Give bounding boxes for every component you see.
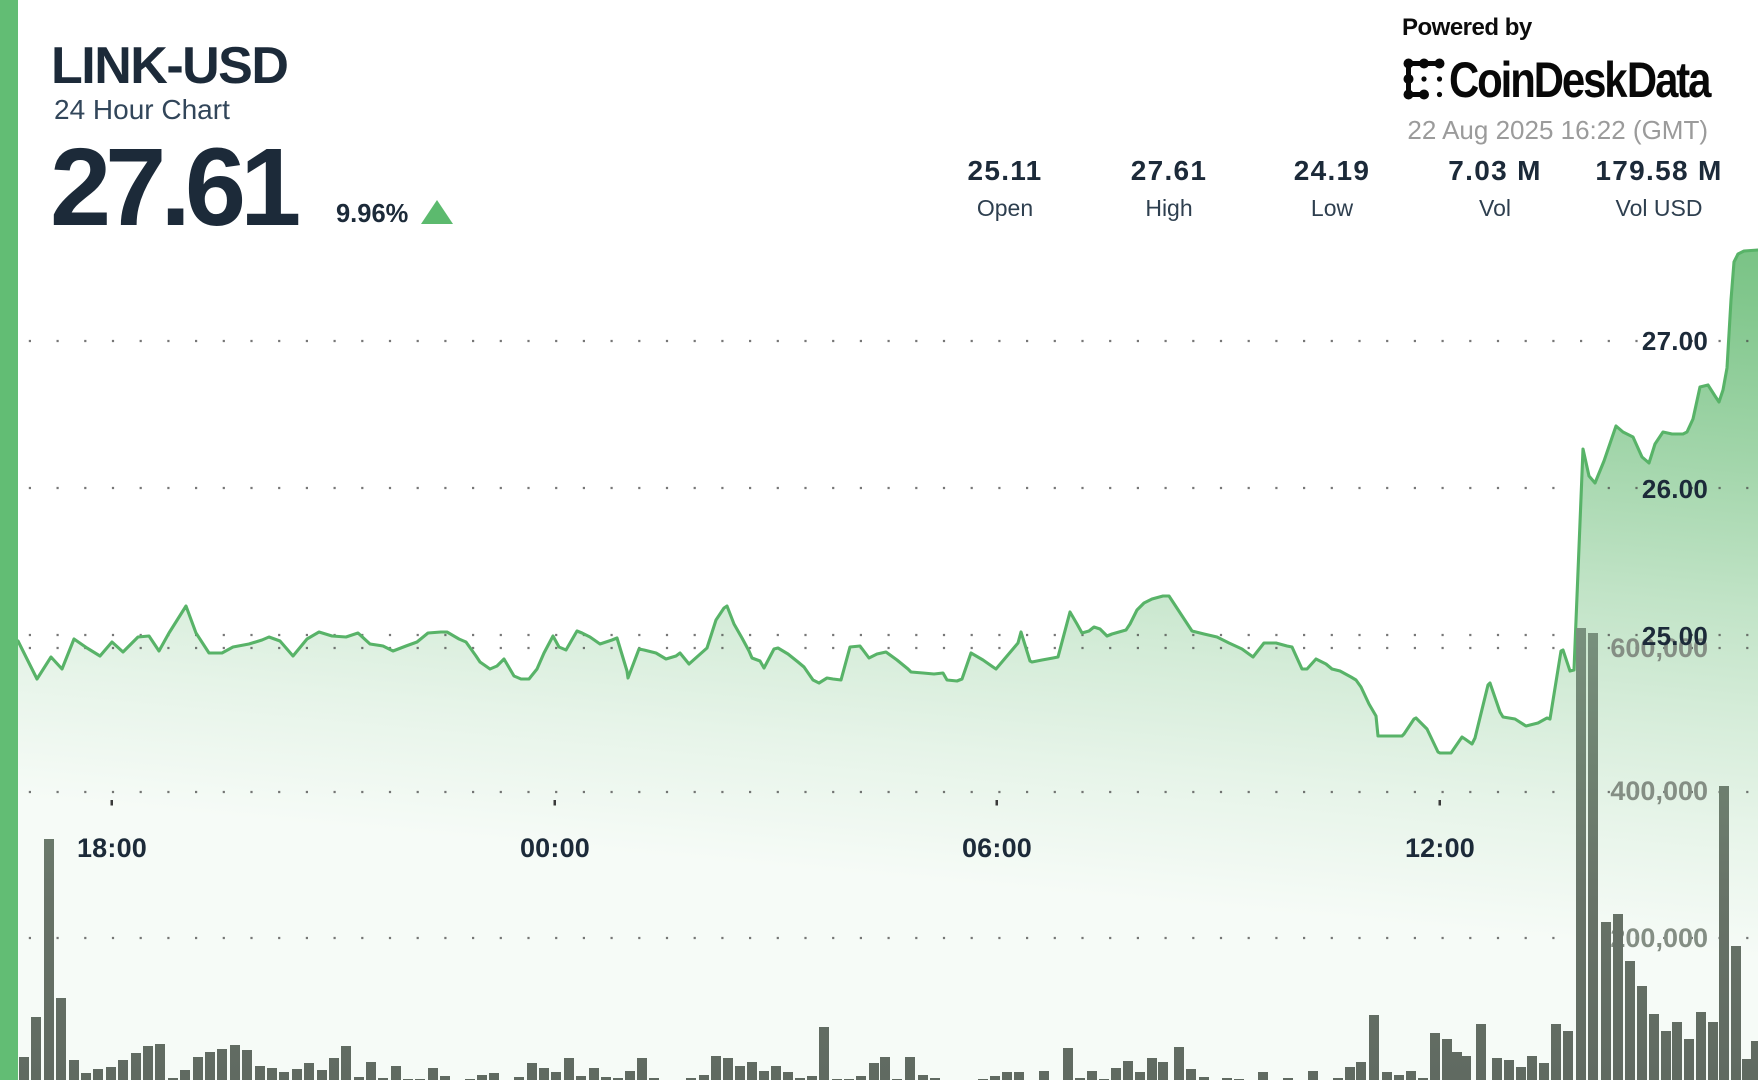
svg-text:200,000: 200,000 <box>1610 923 1708 953</box>
svg-text:27.00: 27.00 <box>1642 326 1708 356</box>
svg-text:12:00: 12:00 <box>1405 833 1475 863</box>
svg-text:600,000: 600,000 <box>1610 633 1708 663</box>
svg-text:25.00: 25.00 <box>1642 621 1708 651</box>
svg-text:26.00: 26.00 <box>1642 474 1708 504</box>
svg-text:00:00: 00:00 <box>520 833 590 863</box>
svg-text:400,000: 400,000 <box>1610 776 1708 806</box>
svg-text:06:00: 06:00 <box>962 833 1032 863</box>
svg-text:18:00: 18:00 <box>77 833 147 863</box>
